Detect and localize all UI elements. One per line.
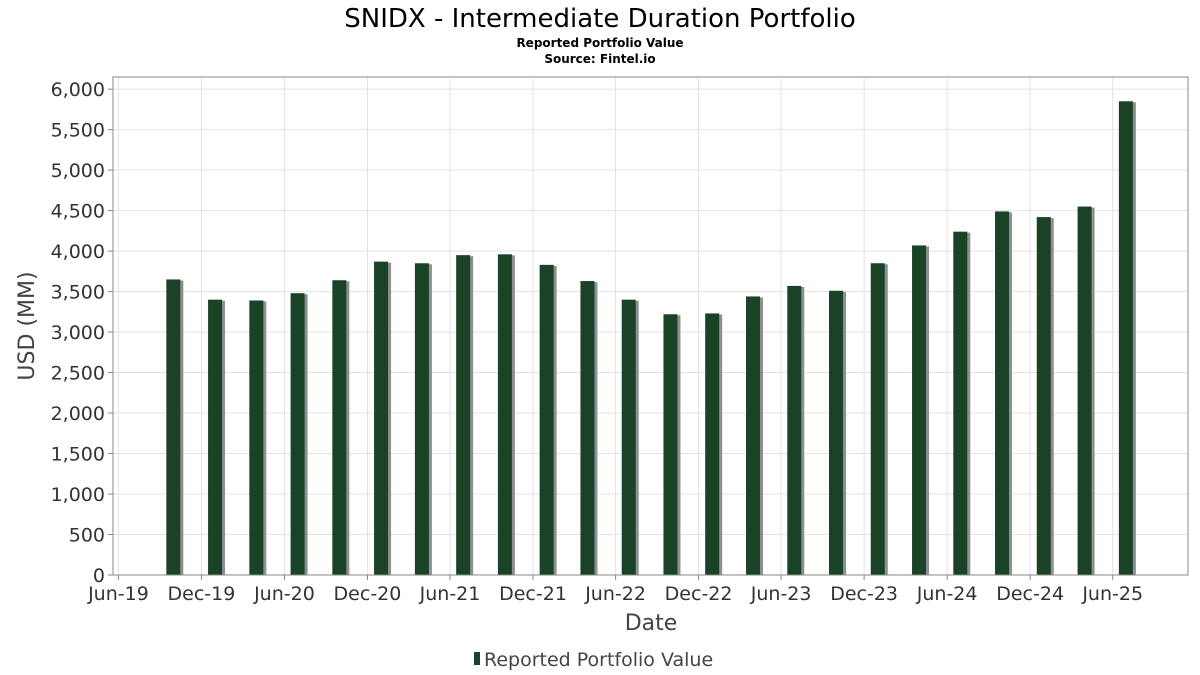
x-tick-label: Dec-19 [168,583,236,605]
y-tick-label: 1,000 [51,484,105,506]
y-tick-label: 2,500 [51,363,105,385]
x-tick-label: Jun-23 [750,583,812,605]
y-tick-label: 500 [69,525,105,547]
y-axis-ticks: 0 500 1,000 1,500 2,000 2,500 3,000 3,500 4,000 4… [51,79,113,587]
legend: Reported Portfolio Value [474,649,713,671]
y-tick-label: 3,500 [51,282,105,304]
bars [166,101,1136,576]
plot-border [112,76,1189,576]
x-tick-label: Dec-21 [499,583,567,605]
bar [870,263,885,575]
y-tick-label: 0 [93,565,105,587]
x-tick-label: Jun-22 [584,583,646,605]
bar [332,280,347,575]
bar [1077,206,1092,575]
legend-label: Reported Portfolio Value [484,649,713,671]
chart-title: SNIDX - Intermediate Duration Portfolio [344,4,856,34]
y-tick-label: 1,500 [51,444,105,466]
x-tick-label: Dec-23 [830,583,898,605]
y-tick-label: 2,000 [51,403,105,425]
y-tick-label: 6,000 [51,79,105,101]
plot-area [113,77,1188,575]
bar [539,264,554,575]
bar [663,314,678,575]
x-tick-label: Jun-24 [916,583,978,605]
y-tick-label: 5,000 [51,160,105,182]
x-tick-label: Dec-24 [996,583,1064,605]
y-axis-label: USD (MM) [15,271,40,380]
x-tick-label: Jun-20 [253,583,315,605]
y-tick-label: 4,000 [51,241,105,263]
y-tick-label: 5,500 [51,120,105,142]
bar [621,299,636,575]
bar [249,300,264,575]
bar [497,254,512,575]
y-tick-label: 3,000 [51,322,105,344]
bar [787,285,802,575]
bar [912,245,927,576]
bar [705,313,720,575]
bar [414,263,429,575]
x-axis-label: Date [625,611,678,636]
chart-source: Source: Fintel.io [544,52,655,66]
y-tick-label: 4,500 [51,201,105,223]
bar [290,293,305,575]
x-tick-label: Dec-20 [334,583,402,605]
bar [166,279,181,575]
x-tick-label: Jun-19 [87,583,149,605]
legend-swatch [474,652,480,665]
x-tick-label: Jun-21 [419,583,481,605]
bar [1118,101,1133,575]
bar [995,211,1010,576]
bar [829,290,844,575]
x-tick-label: Jun-25 [1081,583,1143,605]
x-tick-label: Dec-22 [665,583,733,605]
bar [208,299,223,575]
bar [746,296,761,575]
x-axis-ticks: Jun-19 Dec-19 Jun-20 Dec-20 Jun-21 Dec-21 Jun-… [87,575,1143,605]
bar [953,231,968,575]
bar [456,255,471,575]
bar [580,281,595,575]
bar [1036,217,1051,575]
bar [374,261,389,575]
chart-subtitle: Reported Portfolio Value [516,36,683,50]
